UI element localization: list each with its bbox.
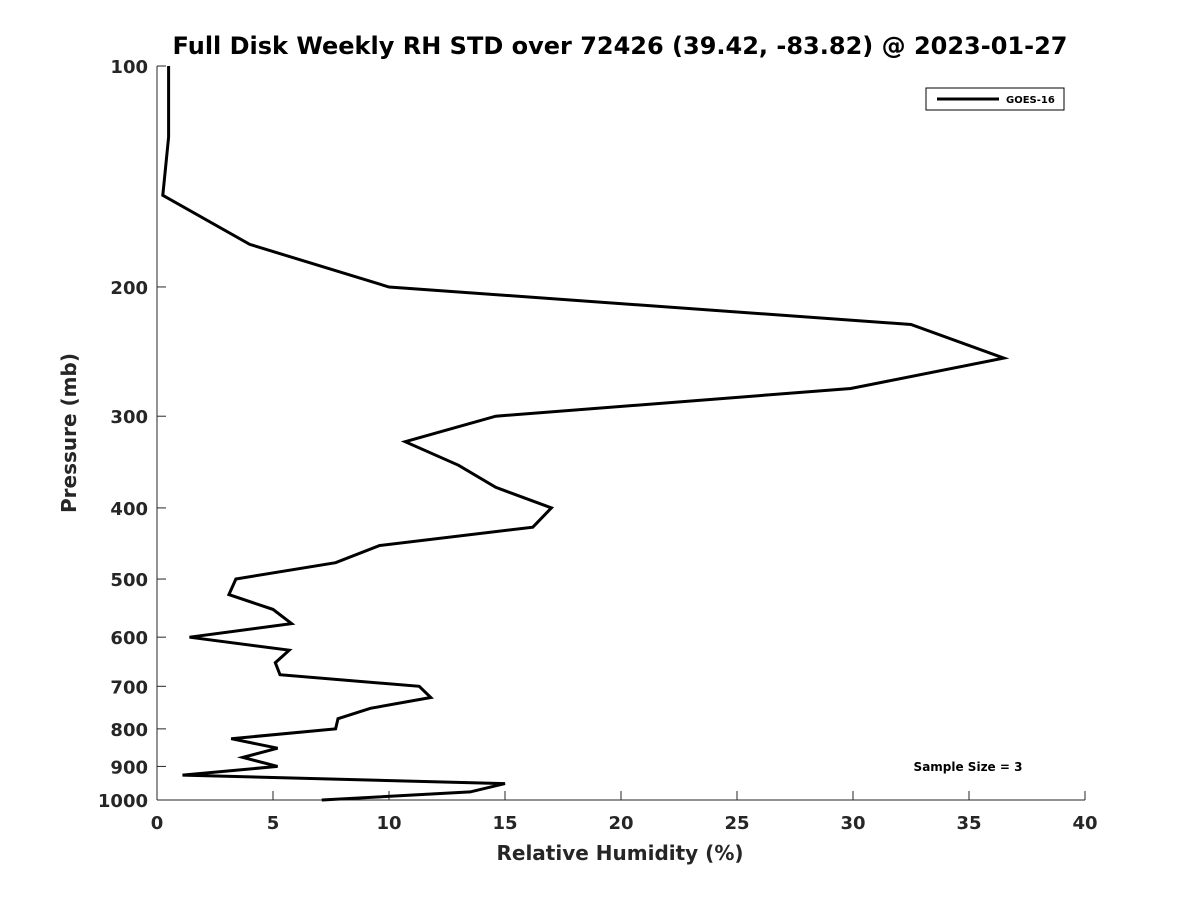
data-point <box>334 561 337 564</box>
data-point <box>504 782 507 785</box>
x-axis-ticks: 0 5 10 15 20 25 30 35 40 <box>151 791 1098 834</box>
data-point <box>248 243 251 246</box>
sample-size-annotation: Sample Size = 3 <box>914 760 1023 774</box>
data-point <box>241 756 244 759</box>
data-point <box>388 285 391 288</box>
data-point <box>429 696 432 699</box>
y-tick-label: 800 <box>110 720 148 741</box>
y-tick-label: 600 <box>110 628 148 649</box>
x-axis-label: Relative Humidity (%) <box>496 841 743 865</box>
x-tick-label: 40 <box>1072 813 1097 834</box>
data-point <box>334 727 337 730</box>
y-tick-label: 100 <box>110 57 148 78</box>
data-point <box>1002 357 1005 360</box>
y-tick-label: 300 <box>110 407 148 428</box>
data-point <box>167 65 170 68</box>
data-point <box>320 799 323 802</box>
y-tick-label: 500 <box>110 570 148 591</box>
x-tick-label: 0 <box>151 813 164 834</box>
data-point <box>276 765 279 768</box>
legend: GOES-16 <box>925 87 1065 111</box>
data-point <box>404 440 407 443</box>
legend-label-goes16: GOES-16 <box>1006 95 1055 106</box>
data-point <box>278 673 281 676</box>
data-point <box>457 464 460 467</box>
y-tick-label: 700 <box>110 677 148 698</box>
x-tick-label: 15 <box>492 813 517 834</box>
data-point <box>550 506 553 509</box>
data-point <box>494 486 497 489</box>
x-tick-label: 25 <box>724 813 749 834</box>
data-point <box>167 136 170 139</box>
data-point <box>494 415 497 418</box>
x-tick-label: 20 <box>608 813 633 834</box>
data-point <box>288 649 291 652</box>
y-tick-label: 900 <box>110 757 148 778</box>
data-point <box>230 737 233 740</box>
data-point <box>188 636 191 639</box>
data-point <box>234 578 237 581</box>
y-axis-ticks: 100 200 300 400 500 600 700 800 900 1000 <box>98 57 166 812</box>
data-point <box>336 717 339 720</box>
data-point <box>274 661 277 664</box>
y-tick-label: 400 <box>110 499 148 520</box>
data-point <box>531 526 534 529</box>
data-point <box>849 387 852 390</box>
data-point <box>181 774 184 777</box>
series-layer <box>161 65 1010 802</box>
data-point <box>378 544 381 547</box>
data-point <box>469 790 472 793</box>
x-tick-label: 10 <box>376 813 401 834</box>
data-point <box>227 593 230 596</box>
x-tick-label: 5 <box>267 813 280 834</box>
y-tick-label: 1000 <box>98 791 148 812</box>
y-tick-label: 200 <box>110 278 148 299</box>
data-point <box>369 707 372 710</box>
y-axis-label: Pressure (mb) <box>57 353 81 513</box>
x-tick-label: 30 <box>840 813 865 834</box>
data-point <box>290 622 293 625</box>
data-point <box>276 747 279 750</box>
data-point <box>272 608 275 611</box>
x-tick-label: 35 <box>956 813 981 834</box>
series-line-goes-16 <box>161 66 1010 802</box>
chart-title: Full Disk Weekly RH STD over 72426 (39.4… <box>173 32 1068 60</box>
data-point <box>910 323 913 326</box>
data-point <box>418 685 421 688</box>
data-point <box>161 194 164 197</box>
plot-area: 0 5 10 15 20 25 30 35 40 100 200 300 400 500 600 700 80… <box>98 57 1098 834</box>
